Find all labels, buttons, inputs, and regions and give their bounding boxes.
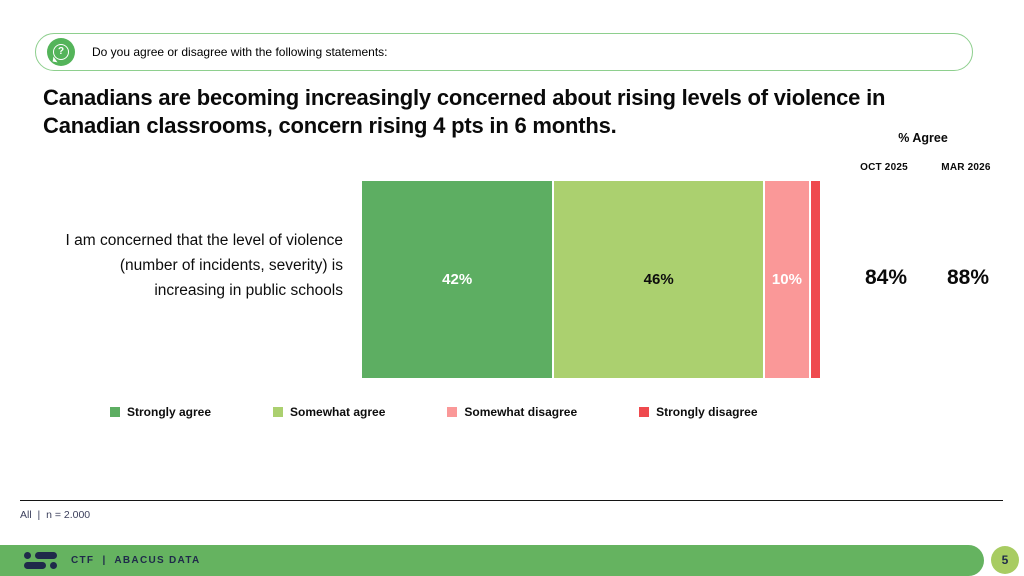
legend-label: Somewhat disagree [464, 405, 578, 419]
question-banner: ? Do you agree or disagree with the foll… [35, 33, 973, 71]
logo-row-top [24, 552, 57, 559]
legend-item: Strongly disagree [639, 405, 758, 419]
legend-label: Strongly agree [127, 405, 212, 419]
slide-title: Canadians are becoming increasingly conc… [43, 85, 886, 138]
legend-item: Strongly agree [110, 405, 211, 419]
bar-segment-strongly-disagree [810, 181, 820, 378]
statement-label: I am concerned that the level of violenc… [65, 232, 343, 299]
question-mark-glyph: ? [57, 46, 65, 57]
column-header-oct-2025: OCT 2025 [860, 162, 908, 173]
legend-swatch [639, 407, 650, 417]
legend-item: Somewhat disagree [447, 405, 577, 419]
agree-panel-header: % Agree [898, 131, 948, 145]
stacked-bar: 42% 46% 10% [362, 181, 820, 378]
footer-brand-text: CTF | ABACUS DATA [71, 555, 201, 566]
footer-bar: CTF | ABACUS DATA [0, 545, 984, 576]
legend-swatch [447, 407, 458, 417]
abacus-logo-icon [24, 552, 57, 569]
agree-value-mar-2026: 88% [946, 266, 990, 289]
bar-segment-value: 46% [643, 271, 674, 288]
speech-bubble-shape: ? [53, 44, 69, 60]
column-header-mar-2026: MAR 2026 [941, 162, 991, 173]
footer-divider [20, 500, 1003, 501]
bar-segment-strongly-agree: 42% [362, 181, 555, 378]
bar-segment-somewhat-disagree: 10% [765, 181, 811, 378]
page-number-badge: 5 [991, 546, 1019, 574]
question-banner-text: Do you agree or disagree with the follow… [92, 45, 388, 59]
bar-segment-value: 42% [442, 271, 473, 288]
legend-item: Somewhat agree [273, 405, 385, 419]
bar-segment-value: 10% [771, 271, 802, 288]
bar-segment-somewhat-agree: 46% [554, 181, 766, 378]
legend-label: Strongly disagree [656, 405, 758, 419]
agree-value-oct-2025: 84% [864, 266, 908, 289]
question-bubble-icon: ? [47, 38, 75, 66]
legend-label: Somewhat agree [290, 405, 386, 419]
legend-swatch [273, 407, 284, 417]
sample-footnote: All | n = 2.000 [20, 509, 91, 521]
legend: Strongly agree Somewhat agree Somewhat dis… [110, 405, 758, 419]
logo-row-bottom [24, 562, 57, 569]
legend-swatch [110, 407, 120, 417]
